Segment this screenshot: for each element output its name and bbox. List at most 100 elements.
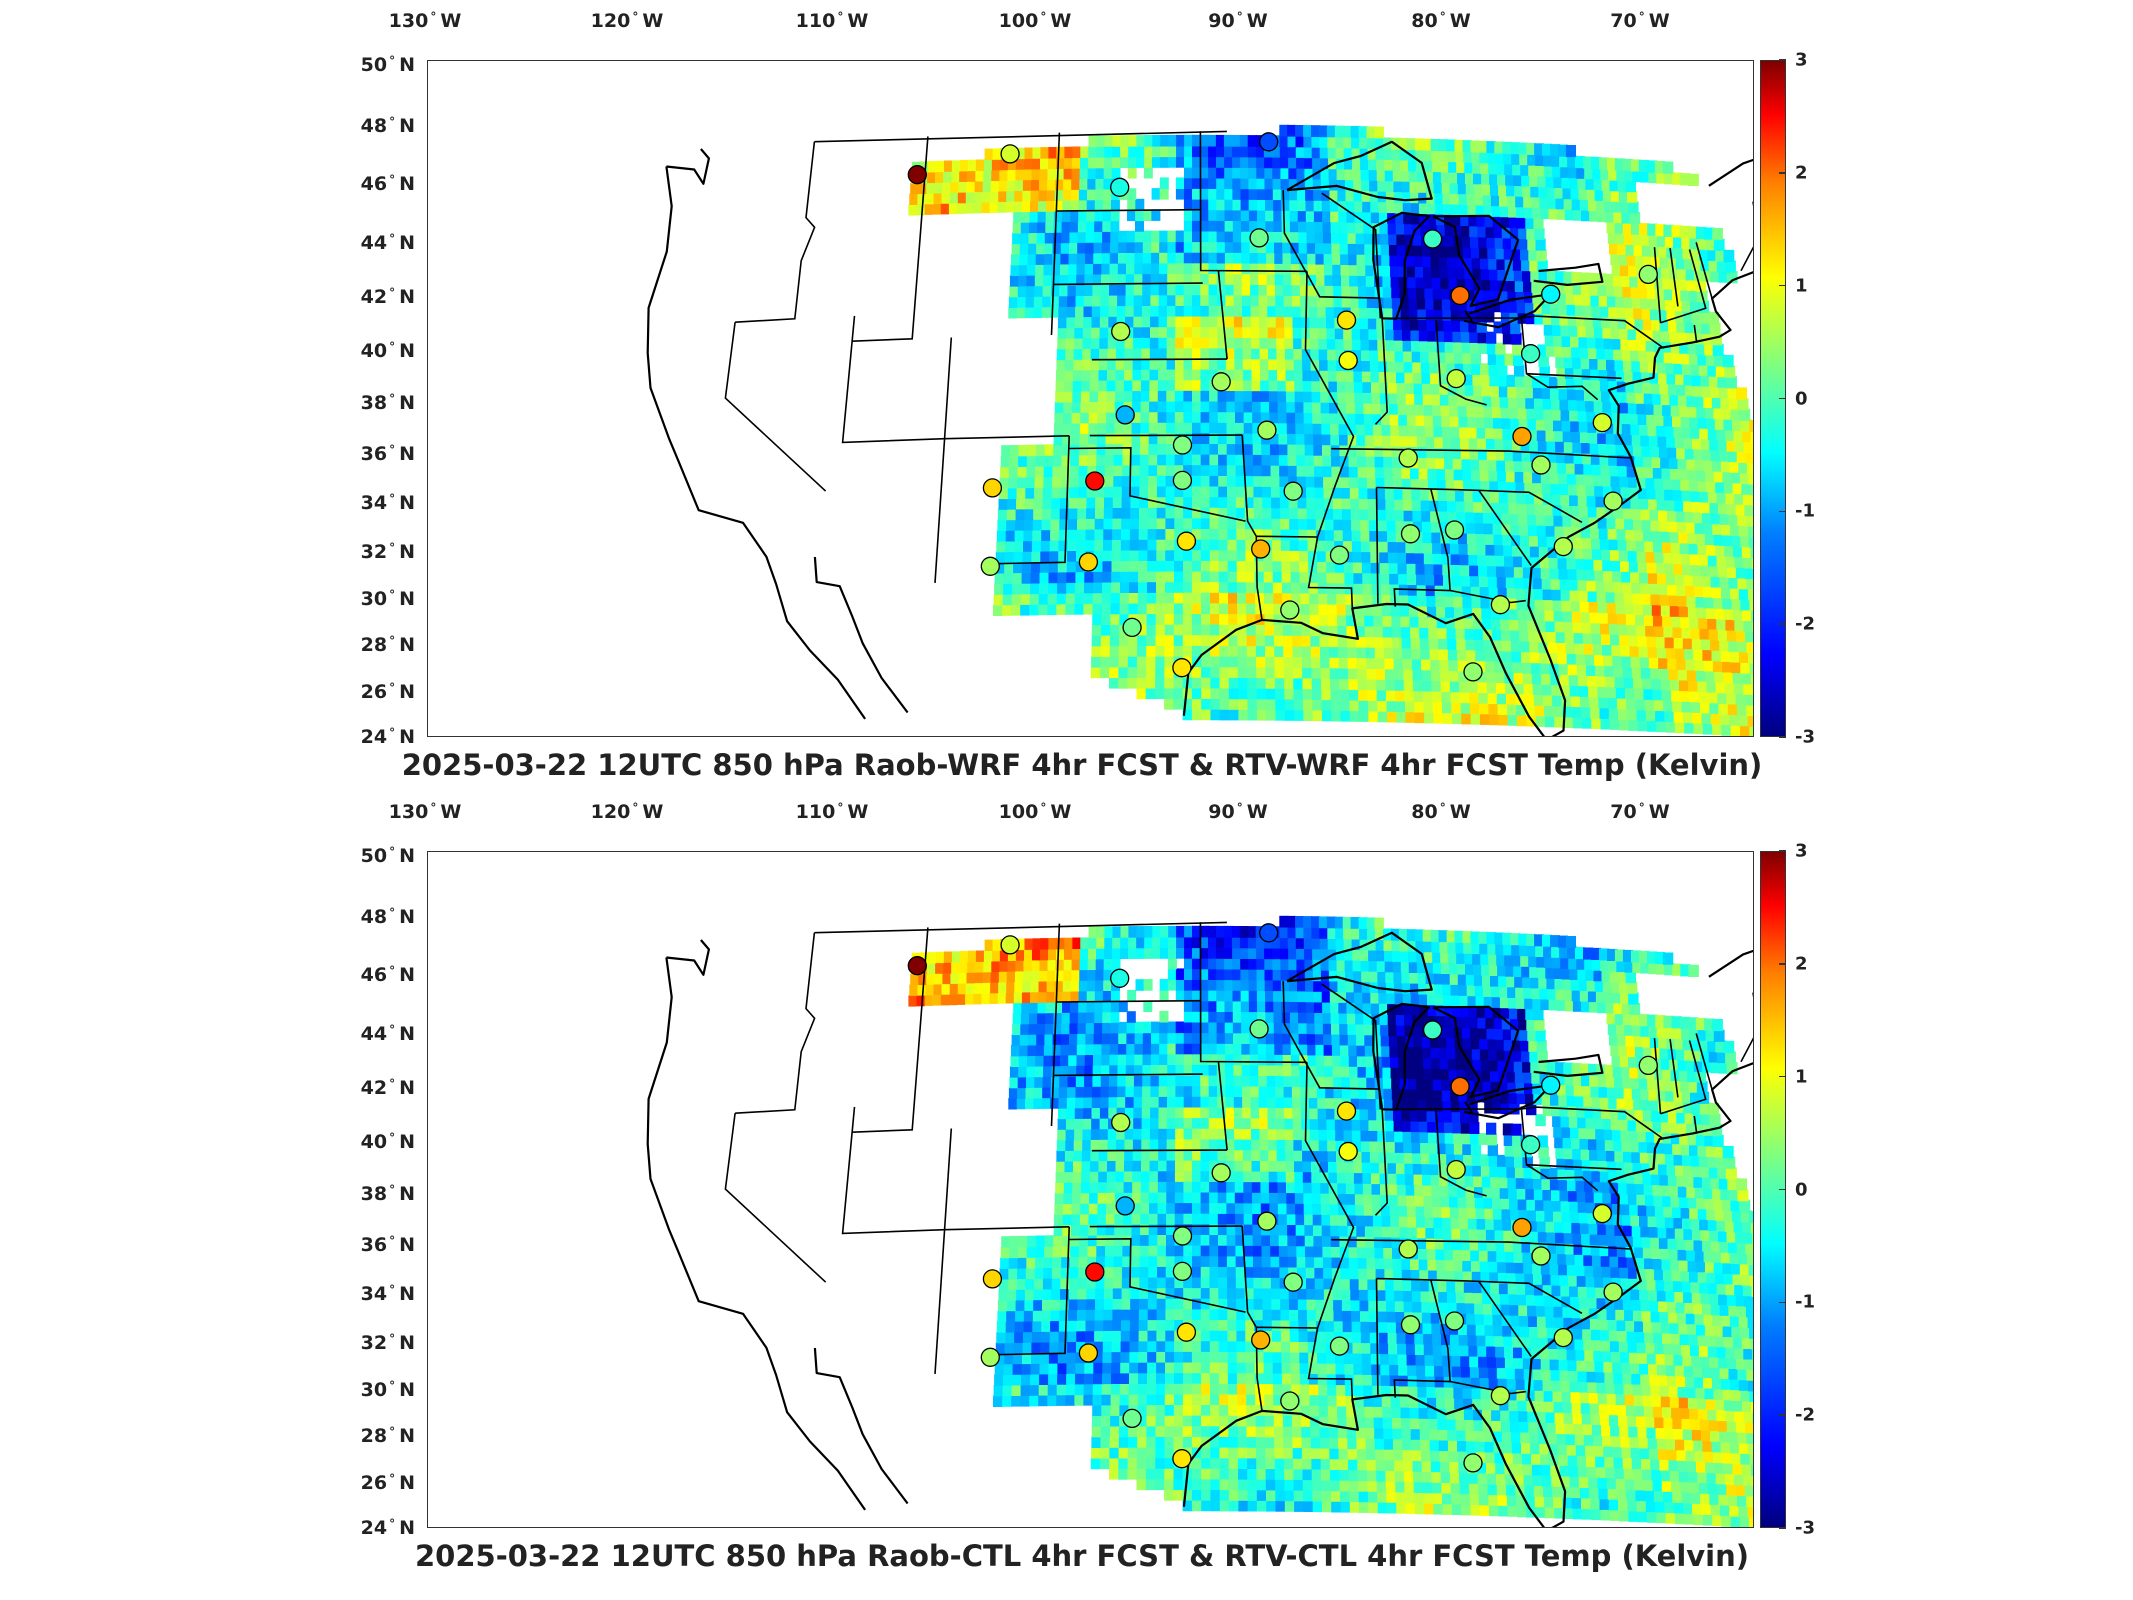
state-border xyxy=(735,141,816,323)
label-hemisphere: N xyxy=(399,173,415,195)
state-border xyxy=(1740,201,1753,272)
label-number: 28 xyxy=(360,1425,388,1447)
state-border xyxy=(1449,589,1526,604)
label-number: 48 xyxy=(360,906,388,928)
raob-station-marker xyxy=(1531,1246,1551,1266)
state-border xyxy=(814,130,1227,143)
raob-station-marker xyxy=(1520,344,1541,364)
label-number: 44 xyxy=(360,232,388,254)
label-number: 36 xyxy=(360,443,388,465)
label-hemisphere: W xyxy=(1648,801,1670,823)
coastline xyxy=(646,166,867,720)
state-border xyxy=(1304,271,1355,609)
label-hemisphere: N xyxy=(399,340,415,362)
label-hemisphere: N xyxy=(399,906,415,928)
degree-symbol: ° xyxy=(430,801,437,815)
label-hemisphere: N xyxy=(399,1183,415,1205)
latitude-label: 40 ° N xyxy=(335,340,415,362)
coastline xyxy=(1533,262,1604,286)
state-borders xyxy=(724,921,1753,1412)
label-hemisphere: W xyxy=(847,10,869,32)
label-hemisphere: N xyxy=(399,443,415,465)
raob-station-marker xyxy=(1283,481,1303,501)
coastline xyxy=(1708,158,1753,187)
colorbar-tick-mark xyxy=(1779,736,1786,738)
label-hemisphere: N xyxy=(399,54,415,76)
state-border xyxy=(1217,270,1228,360)
latitude-label: 26 ° N xyxy=(335,1472,415,1494)
label-number: 120 xyxy=(590,10,631,32)
label-number: 100 xyxy=(998,10,1039,32)
raob-station-marker xyxy=(1553,536,1573,557)
raob-station-marker xyxy=(1251,1330,1271,1350)
longitude-label: 110 ° W xyxy=(796,10,869,32)
raob-station-marker xyxy=(1398,448,1418,468)
coastline xyxy=(1432,214,1520,307)
latitude-label: 38 ° N xyxy=(335,392,415,414)
label-hemisphere: W xyxy=(1246,801,1268,823)
label-hemisphere: N xyxy=(399,1332,415,1354)
raob-station-marker xyxy=(1251,539,1271,559)
degree-symbol: ° xyxy=(389,286,396,300)
state-border xyxy=(724,1113,827,1283)
raob-station-marker xyxy=(1592,1203,1612,1224)
state-border xyxy=(841,315,1070,444)
raob-stations xyxy=(907,923,1658,1473)
label-hemisphere: W xyxy=(1246,10,1268,32)
raob-station-marker xyxy=(1280,1391,1300,1411)
latitude-label: 36 ° N xyxy=(335,443,415,465)
raob-station-marker xyxy=(980,1347,1000,1367)
label-hemisphere: N xyxy=(399,634,415,656)
latitude-label: 26 ° N xyxy=(335,681,415,703)
latitude-label: 46 ° N xyxy=(335,173,415,195)
state-border xyxy=(1282,190,1380,299)
state-border xyxy=(1535,1106,1665,1140)
colorbar-tick-label: -1 xyxy=(1795,500,1815,522)
label-number: 46 xyxy=(360,964,388,986)
raob-station-marker xyxy=(1110,177,1130,197)
colorbar-tick-label: -3 xyxy=(1795,1517,1815,1539)
degree-symbol: ° xyxy=(389,340,396,354)
label-number: 130 xyxy=(388,801,429,823)
latitude-label: 50 ° N xyxy=(335,845,415,867)
state-border xyxy=(1478,489,1532,566)
raob-station-marker xyxy=(1638,1055,1658,1076)
raob-station-marker xyxy=(1211,372,1231,392)
colorbar-tick-label: 1 xyxy=(1795,1066,1808,1088)
state-border xyxy=(1050,132,1061,336)
raob-station-marker xyxy=(1512,1217,1532,1238)
raob-station-marker xyxy=(907,165,927,185)
label-hemisphere: N xyxy=(399,1472,415,1494)
raob-station-marker xyxy=(1122,617,1142,638)
latitude-label: 48 ° N xyxy=(335,906,415,928)
raob-station-marker xyxy=(1172,1261,1193,1282)
label-hemisphere: N xyxy=(399,964,415,986)
label-number: 36 xyxy=(360,1234,388,1256)
raob-station-marker xyxy=(1592,412,1612,433)
raob-station-marker xyxy=(1603,1282,1623,1302)
coastline xyxy=(1463,1084,1552,1120)
latitude-label: 38 ° N xyxy=(335,1183,415,1205)
state-border xyxy=(841,1106,1070,1235)
raob-station-marker xyxy=(1446,368,1466,389)
label-hemisphere: N xyxy=(399,1023,415,1045)
colorbar-tick-mark xyxy=(1779,850,1786,852)
raob-station-marker xyxy=(1259,923,1279,943)
raob-station-marker xyxy=(1541,284,1561,304)
panel-title: 2025-03-22 12UTC 850 hPa Raob-WRF 4hr FC… xyxy=(401,748,1763,782)
degree-symbol: ° xyxy=(389,115,396,129)
latitude-label: 34 ° N xyxy=(335,1283,415,1305)
degree-symbol: ° xyxy=(389,634,396,648)
label-number: 50 xyxy=(360,54,388,76)
state-border xyxy=(1217,1061,1228,1151)
state-border xyxy=(1535,315,1665,349)
state-border xyxy=(1282,981,1380,1090)
colorbar-tick-label: -2 xyxy=(1795,613,1815,635)
label-hemisphere: W xyxy=(440,801,462,823)
colorbar-tick-label: 0 xyxy=(1795,1179,1808,1200)
coastline xyxy=(1533,1053,1604,1077)
label-number: 70 xyxy=(1610,10,1637,32)
state-border xyxy=(1068,1237,1246,1313)
colorbar-tick-mark xyxy=(1779,1075,1786,1078)
latitude-label: 36 ° N xyxy=(335,1234,415,1256)
